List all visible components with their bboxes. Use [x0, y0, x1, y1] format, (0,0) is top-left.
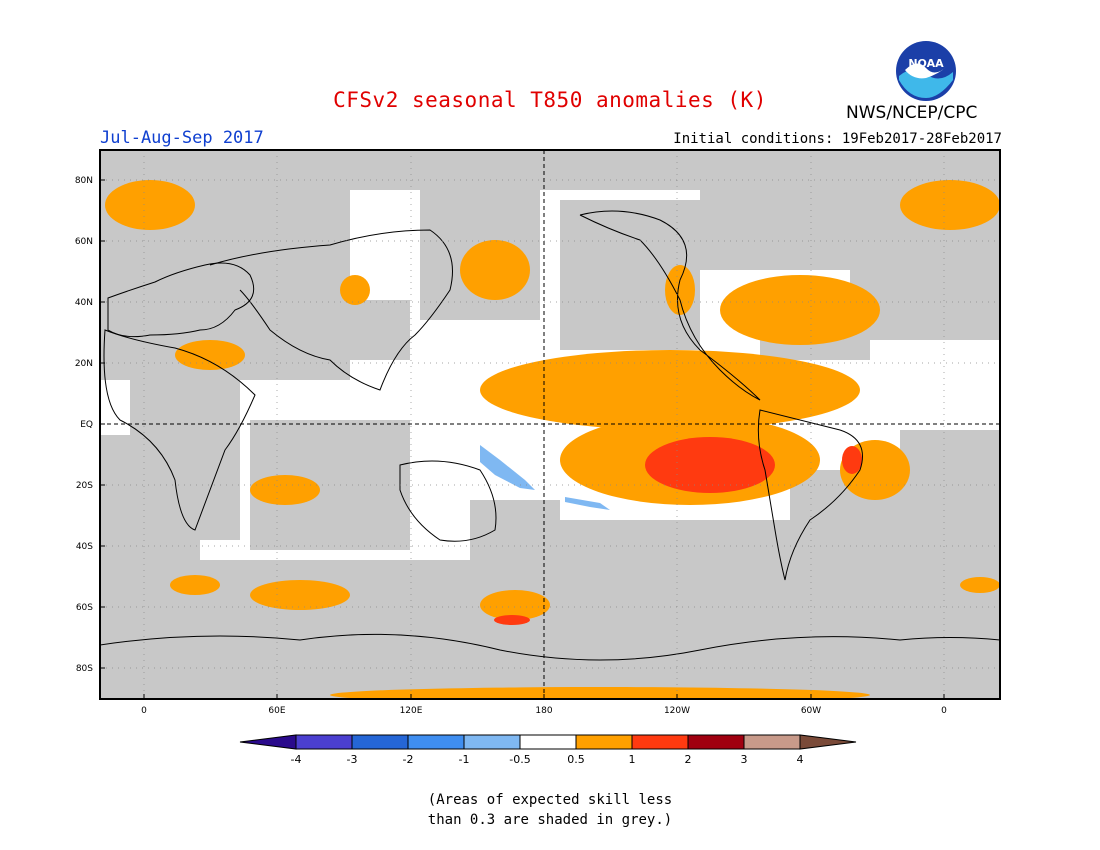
colorbar-box-4 — [463, 734, 521, 750]
lat-label-5: 20S — [76, 481, 93, 491]
svg-text:NOAA: NOAA — [908, 57, 944, 70]
colorbar-box-5 — [519, 734, 577, 750]
latitude-labels: 80N 60N 40N 20N EQ 20S 40S 60S 80S — [75, 176, 105, 674]
lon-label-5: 60W — [801, 706, 821, 716]
colorbar-box-7 — [631, 734, 689, 750]
lat-label-1: 60N — [75, 237, 93, 247]
colorbar-label-8: 3 — [741, 753, 748, 766]
graticule — [100, 150, 1000, 699]
colorbar-arrow-right — [799, 734, 857, 750]
colorbar-arrow-left — [239, 734, 297, 750]
lon-label-0: 0 — [141, 706, 147, 716]
lat-label-8: 80S — [76, 664, 93, 674]
longitude-labels: 0 60E 120E 180 120W 60W 0 — [141, 694, 947, 716]
lon-label-4: 120W — [664, 706, 690, 716]
cool-anomaly-minus-0-5-to-minus-1 — [480, 445, 610, 510]
lat-label-7: 60S — [76, 603, 93, 613]
warm-anomaly-1-to-2 — [494, 437, 862, 625]
season-label: Jul-Aug-Sep 2017 — [100, 128, 264, 148]
initial-conditions-label: Initial conditions: 19Feb2017-28Feb2017 — [673, 131, 1002, 147]
colorbar-label-5: 0.5 — [567, 753, 585, 766]
colorbar-label-7: 2 — [685, 753, 692, 766]
lat-label-2: 40N — [75, 298, 93, 308]
colorbar-box-6 — [575, 734, 633, 750]
colorbar: -4 -3 -2 -1 -0.5 0.5 1 2 3 4 — [239, 734, 857, 766]
map-title: CFSv2 seasonal T850 anomalies (K) — [333, 88, 767, 112]
colorbar-label-3: -1 — [459, 753, 470, 766]
skill-note-line-1: (Areas of expected skill less — [427, 792, 673, 808]
colorbar-label-4: -0.5 — [509, 753, 530, 766]
lon-label-6: 0 — [941, 706, 947, 716]
colorbar-label-1: -3 — [347, 753, 358, 766]
noaa-logo-icon: NOAA — [896, 41, 956, 101]
colorbar-label-0: -4 — [291, 753, 302, 766]
colorbar-box-9 — [743, 734, 801, 750]
reference-lines — [100, 150, 1000, 699]
skill-note-line-2: than 0.3 are shaded in grey.) — [427, 812, 673, 828]
lon-label-1: 60E — [268, 706, 285, 716]
colorbar-box-3 — [407, 734, 465, 750]
lat-label-0: 80N — [75, 176, 93, 186]
lat-label-3: 20N — [75, 359, 93, 369]
lat-label-6: 40S — [76, 542, 93, 552]
colorbar-label-6: 1 — [629, 753, 636, 766]
warm-anomaly-0-5-to-1 — [105, 180, 1000, 699]
colorbar-box-1 — [295, 734, 353, 750]
colorbar-box-8 — [687, 734, 745, 750]
lon-label-3: 180 — [535, 706, 552, 716]
agency-label: NWS/NCEP/CPC — [846, 103, 978, 123]
colorbar-label-9: 4 — [797, 753, 804, 766]
colorbar-label-2: -2 — [403, 753, 414, 766]
skill-note: (Areas of expected skill less than 0.3 a… — [0, 790, 1100, 830]
coastlines — [100, 210, 1000, 661]
lat-label-4: EQ — [80, 420, 93, 430]
colorbar-box-2 — [351, 734, 409, 750]
lon-label-2: 120E — [400, 706, 423, 716]
